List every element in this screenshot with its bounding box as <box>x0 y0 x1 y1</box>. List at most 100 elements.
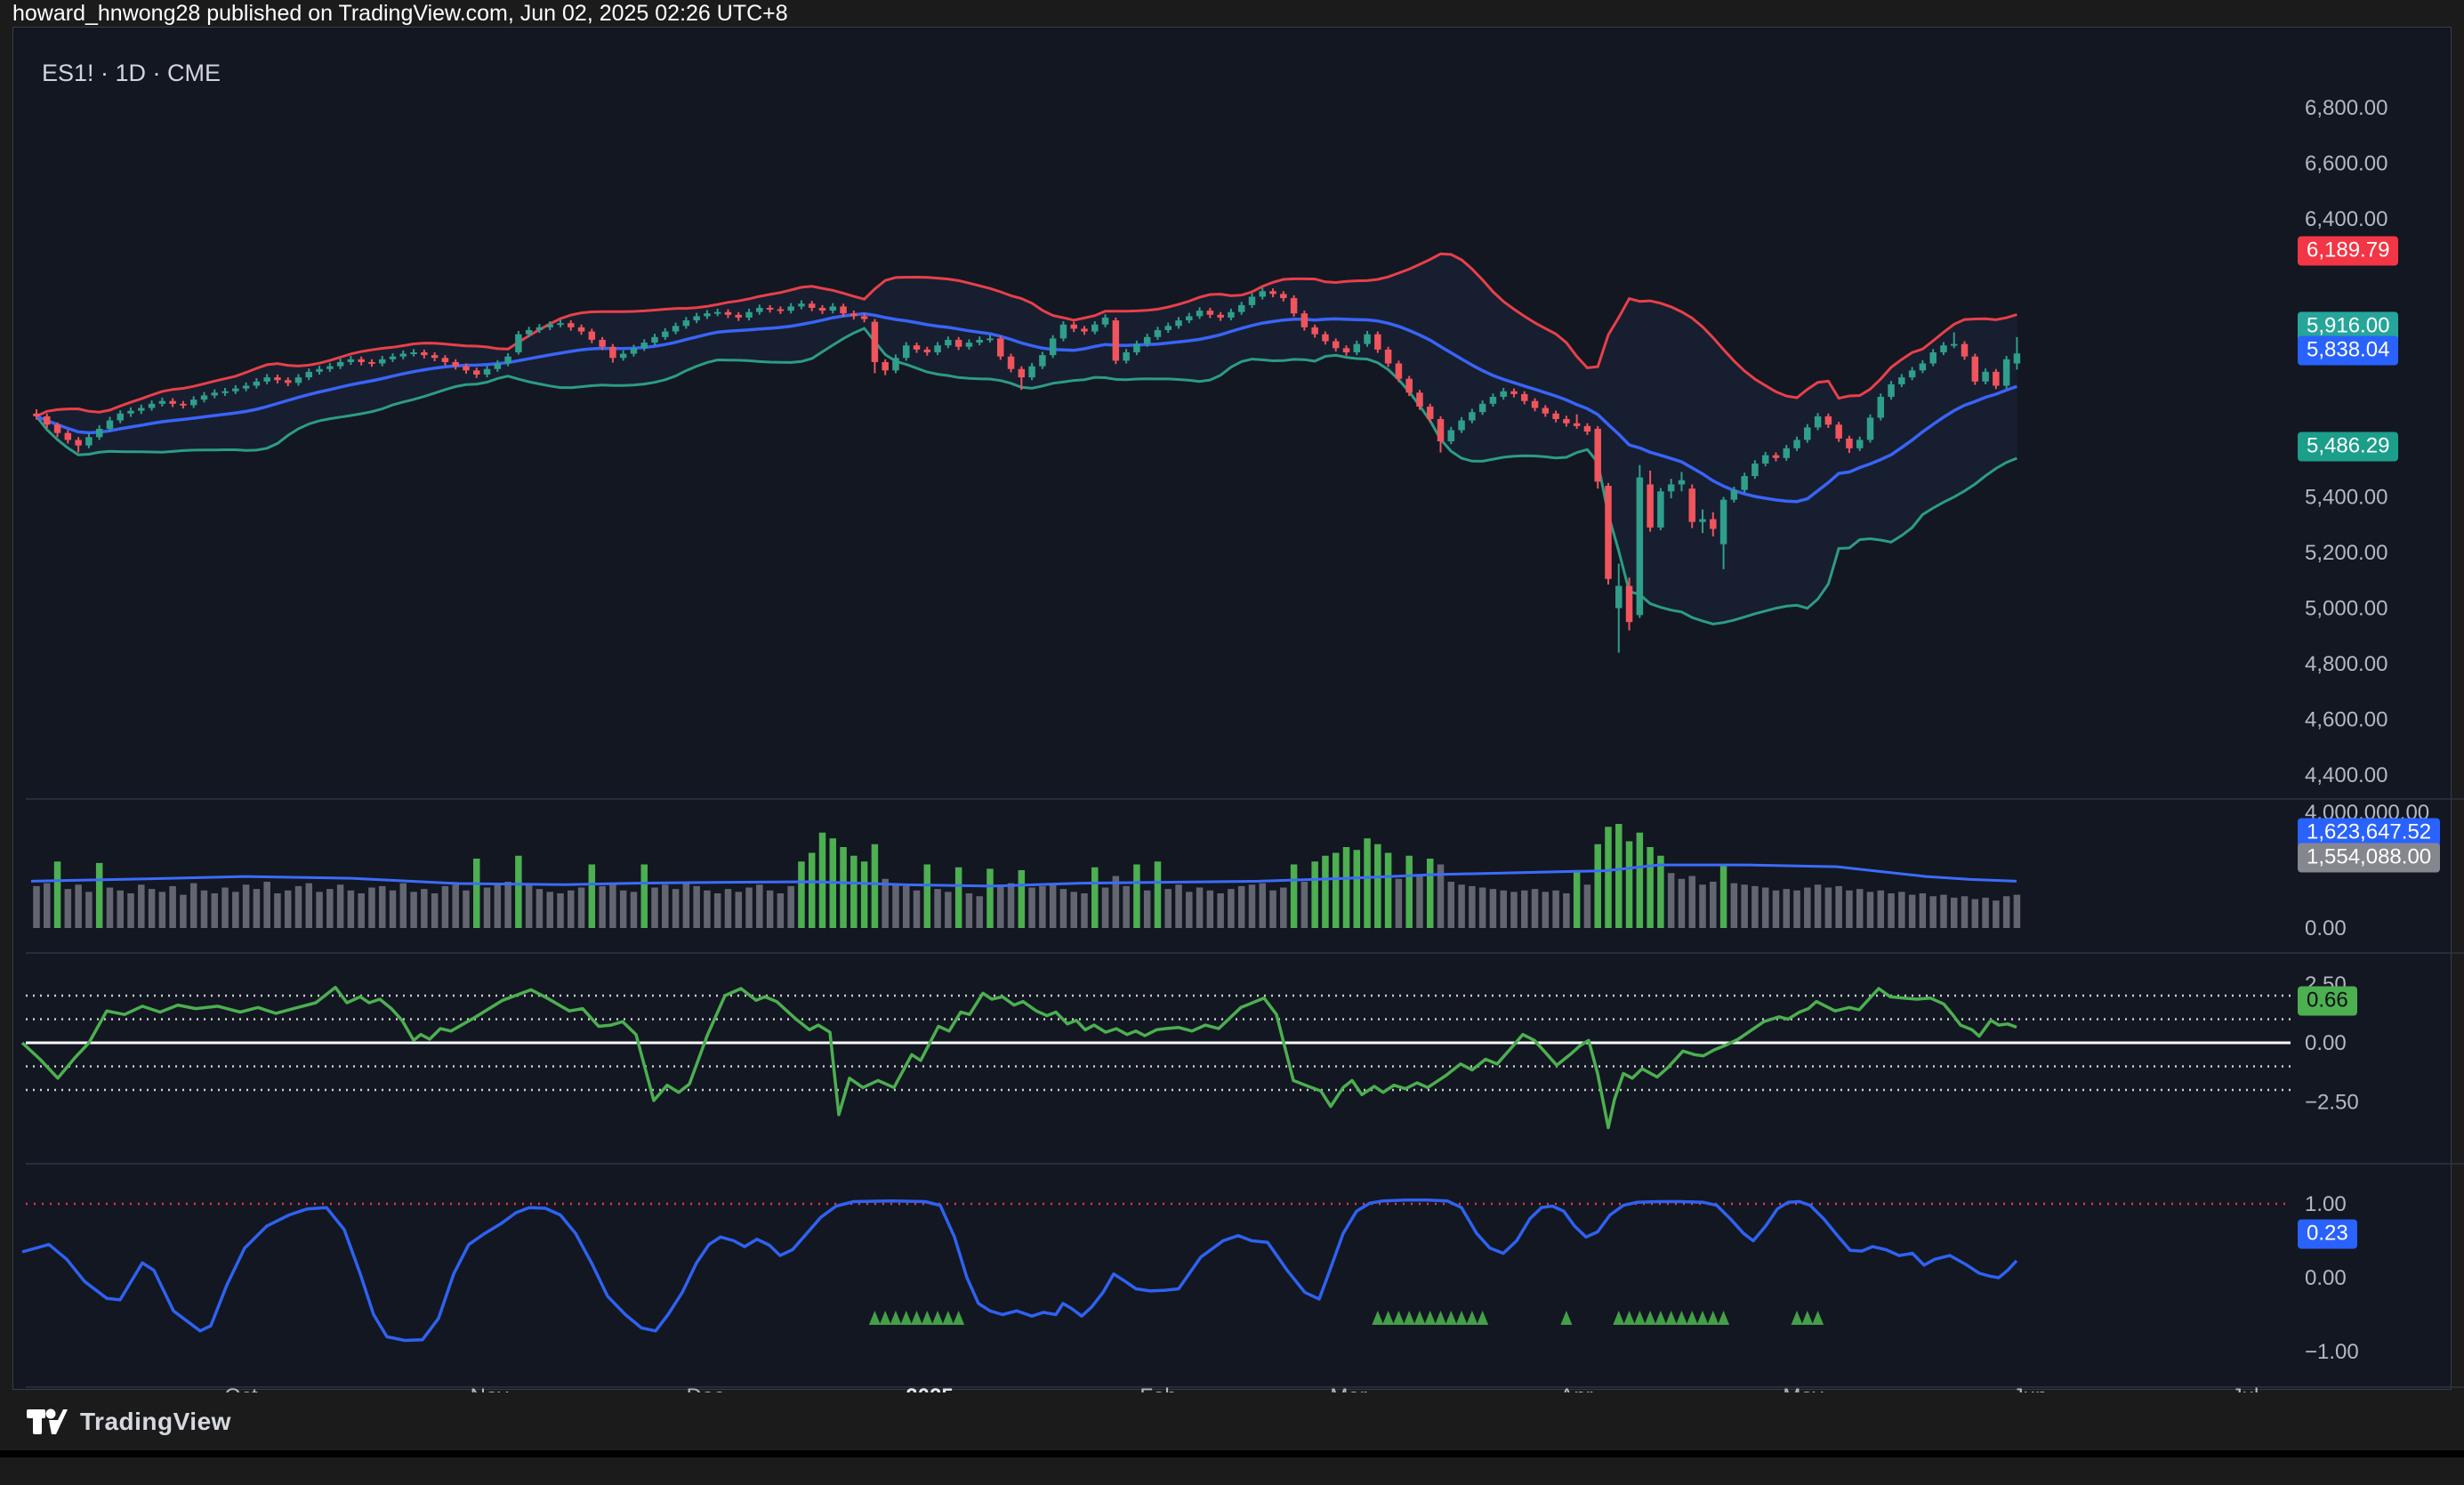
bottom-black-strip <box>0 1450 2464 1457</box>
up-triangle-marker <box>890 1311 902 1325</box>
candle <box>1081 328 1088 332</box>
volume-bar <box>1311 861 1318 928</box>
candle <box>882 361 889 371</box>
candle <box>871 321 879 362</box>
price-axis-tick[interactable]: 5,000.00 <box>2305 597 2388 621</box>
candle <box>221 391 229 393</box>
candle <box>1154 330 1162 337</box>
price-axis-tick[interactable]: 6,400.00 <box>2305 207 2388 231</box>
candle <box>1374 334 1381 350</box>
volume-bar <box>1458 884 1465 928</box>
candle <box>954 339 962 347</box>
volume-bar <box>1552 890 1559 928</box>
volume-bar <box>693 885 700 928</box>
volume-bar <box>1804 887 1811 928</box>
volume-bar <box>1950 897 1958 928</box>
candle <box>1049 338 1057 356</box>
volume-bar <box>452 884 459 928</box>
volume-bar <box>1091 867 1099 928</box>
volume-bar <box>138 884 145 928</box>
bb-lower-badge: 5,486.29 <box>2298 432 2399 462</box>
oscillator-axis-tick[interactable]: −2.50 <box>2305 1090 2359 1114</box>
volume-bar <box>1877 890 1885 928</box>
volume-bar <box>1426 859 1434 928</box>
candle <box>127 410 134 414</box>
price-axis-tick[interactable]: 4,600.00 <box>2305 708 2388 732</box>
candle <box>378 359 386 364</box>
tradingview-logo-icon[interactable] <box>27 1406 68 1438</box>
volume-bar <box>305 883 313 928</box>
volume-bar <box>1625 841 1633 928</box>
price-axis-tick[interactable]: 6,600.00 <box>2305 152 2388 176</box>
candle <box>525 330 533 335</box>
candle <box>1478 403 1486 413</box>
candle <box>95 428 103 438</box>
volume-bar <box>1175 884 1182 928</box>
volume-bar <box>1615 824 1623 928</box>
price-axis-tick[interactable]: 4,800.00 <box>2305 652 2388 676</box>
oscillator-axis-tick[interactable]: 1.00 <box>2305 1192 2347 1216</box>
volume-bar <box>1929 896 1937 928</box>
candle <box>672 326 680 332</box>
chart-widget[interactable]: ES1! · 1D · CME 6,800.00 6,600.00 6,400.00… <box>12 27 2464 1408</box>
volume-bar <box>1563 893 1570 928</box>
volume-bar <box>1112 876 1120 928</box>
candle <box>305 371 313 378</box>
volume-bar <box>704 890 711 928</box>
candle <box>756 308 763 312</box>
volume-bar <box>1961 896 1969 928</box>
bollinger-bands-layer <box>35 252 2017 625</box>
candle <box>1730 489 1738 500</box>
candle <box>986 338 994 341</box>
volume-bar <box>1657 855 1664 928</box>
oscillator-axis-tick[interactable]: 0.00 <box>2305 1266 2347 1290</box>
volume-bar <box>1531 889 1539 928</box>
candle <box>1835 424 1842 439</box>
candle <box>1500 391 1507 397</box>
candle <box>441 358 449 362</box>
oscillator-axis-tick[interactable]: −1.00 <box>2305 1340 2359 1364</box>
price-axis-tick[interactable]: 6,800.00 <box>2305 96 2388 120</box>
volume-axis-tick[interactable]: 0.00 <box>2305 916 2347 940</box>
candle <box>1405 378 1413 393</box>
candle <box>106 420 114 429</box>
price-axis-tick[interactable]: 5,200.00 <box>2305 541 2388 565</box>
price-axis-tick[interactable]: 4,400.00 <box>2305 763 2388 787</box>
candle <box>535 327 544 330</box>
volume-bar <box>871 843 879 928</box>
price-axis-tick[interactable]: 5,400.00 <box>2305 486 2388 510</box>
volume-bar <box>630 892 638 928</box>
oscillator-axis-tick[interactable]: 0.00 <box>2305 1031 2347 1055</box>
candle <box>787 306 794 311</box>
volume-bar <box>274 893 281 928</box>
volume-bar <box>117 890 124 928</box>
candle <box>640 343 648 349</box>
volume-bar <box>33 885 40 928</box>
volume-bar <box>1290 864 1298 928</box>
candle <box>431 355 439 359</box>
chart-canvas[interactable]: 6,800.006,600.006,400.006,000.005,600.00… <box>13 28 2464 1485</box>
candle <box>158 400 166 404</box>
candles-layer <box>33 287 2021 653</box>
candle <box>494 363 502 369</box>
volume-bar <box>431 893 439 928</box>
up-triangle-marker <box>1392 1311 1405 1325</box>
volume-bar <box>368 887 375 928</box>
volume-bar <box>766 890 774 928</box>
volume-bar <box>713 893 721 928</box>
volume-bar <box>945 892 952 928</box>
up-triangle-marker <box>1633 1311 1646 1325</box>
volume-bar <box>2013 894 2021 928</box>
up-triangle-marker <box>1455 1311 1468 1325</box>
candle <box>1018 368 1026 378</box>
volume-bar <box>892 884 899 928</box>
volume-bar <box>609 883 616 928</box>
volume-bar <box>1007 883 1015 928</box>
osc-blue-badge: 0.23 <box>2298 1219 2357 1249</box>
candle <box>902 345 910 359</box>
candle <box>1469 412 1476 421</box>
candle <box>577 327 585 332</box>
volume-bar <box>1710 882 1717 928</box>
candle <box>609 346 616 359</box>
candle <box>1300 313 1308 327</box>
